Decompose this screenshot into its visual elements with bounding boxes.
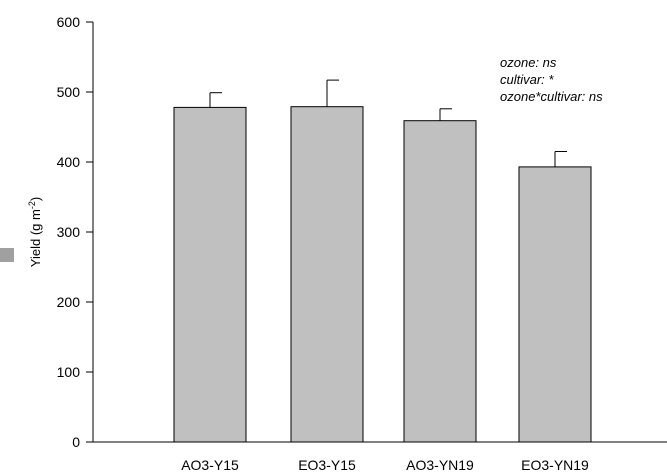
- bar: [518, 166, 592, 443]
- y-tick-label: 400: [57, 154, 81, 170]
- x-tick-label: AO3-Y15: [181, 457, 239, 473]
- y-tick-label: 0: [72, 434, 80, 450]
- y-axis-label-superscript: -2: [27, 201, 37, 209]
- y-tick-label: 200: [57, 294, 81, 310]
- x-tick-label: EO3-Y15: [298, 457, 356, 473]
- bar: [403, 120, 477, 443]
- x-tick-label: EO3-YN19: [521, 457, 589, 473]
- annotation-interaction: ozone*cultivar: ns: [500, 89, 603, 104]
- y-tick-label: 100: [57, 364, 81, 380]
- bar: [290, 106, 364, 443]
- y-axis-label: Yield (g m-2): [27, 197, 43, 267]
- x-tick-label: AO3-YN19: [406, 457, 474, 473]
- y-axis-label-main: Yield (g m: [28, 209, 43, 267]
- annotation-cultivar: cultivar: *: [500, 72, 554, 87]
- bar: [173, 106, 247, 443]
- side-marker: [0, 248, 14, 262]
- y-tick-label: 500: [57, 84, 81, 100]
- y-tick-label: 600: [57, 14, 81, 30]
- annotation-ozone: ozone: ns: [500, 55, 557, 70]
- y-axis-label-close: ): [28, 197, 43, 201]
- y-tick-label: 300: [57, 224, 81, 240]
